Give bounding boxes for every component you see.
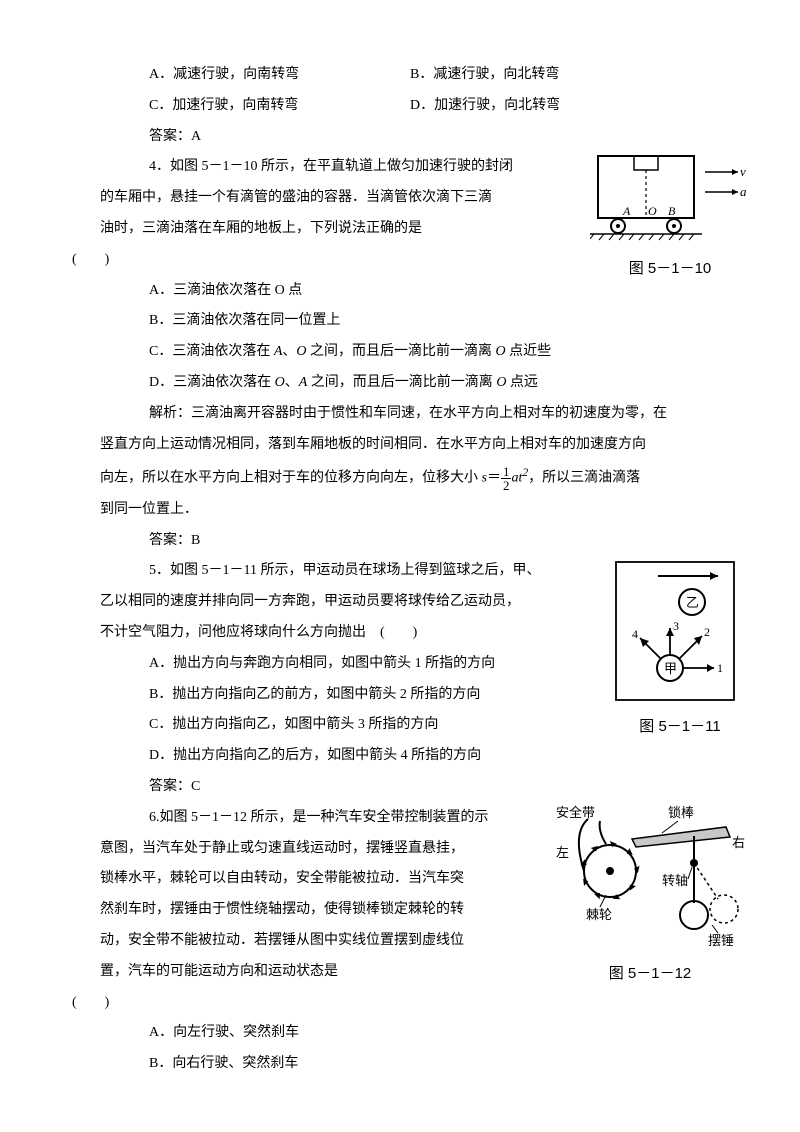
q4-opt-c: C．三滴油依次落在 A、O 之间，而且后一滴比前一滴离 O 点近些 [100,337,720,368]
q6-opt-b: B．向右行驶、突然刹车 [100,1049,720,1080]
prev-options-row2: C．加速行驶，向南转弯 D．加速行驶，向北转弯 [100,91,720,122]
q4-stem-line1: 4．如图 5－1－10 所示，在平直轨道上做匀加速行驶的封闭 [100,152,570,183]
svg-text:O: O [648,204,657,218]
svg-text:4: 4 [632,627,638,641]
q6-opt-a: A．向左行驶、突然刹车 [100,1018,720,1049]
q6-stem-line4: 然刹车时，摆锤由于惯性绕轴摆动，使得锁棒锁定棘轮的转 [100,895,520,926]
q6-stem-line5: 动，安全带不能被拉动．若摆锤从图中实线位置摆到虚线位 [100,926,520,957]
svg-text:棘轮: 棘轮 [586,907,612,922]
figure-5-1-11: 乙 甲 1 2 3 4 图 5－1－11 [610,556,750,743]
q4-explanation-l1: 解析：三滴油离开容器时由于惯性和车同速，在水平方向上相对车的初速度为零，在 [100,399,720,430]
q5-stem-line3: 不计空气阻力，问他应将球向什么方向抛出 ( ) [100,618,570,649]
svg-text:v: v [740,164,746,179]
svg-text:B: B [668,204,676,218]
q5-opt-b: B．抛出方向指向乙的前方，如图中箭头 2 所指的方向 [100,680,570,711]
q4-explanation-l4: 到同一位置上． [100,495,720,526]
players-diagram-icon: 乙 甲 1 2 3 4 [610,556,740,706]
q5-opt-a: A．抛出方向与奔跑方向相同，如图中箭头 1 所指的方向 [100,649,570,680]
question-5: 乙 甲 1 2 3 4 图 5－1－11 5．如图 5－1－11 所示，甲运动员… [100,556,720,802]
seatbelt-diagram-icon: 安全带 锁棒 左 右 棘轮 [550,803,750,953]
q5-opt-d: D．抛出方向指向乙的后方，如图中箭头 4 所指的方向 [100,741,720,772]
prev-opt-d: D．加速行驶，向北转弯 [410,91,720,122]
q4-explanation-l3: 向左，所以在水平方向上相对于车的位移方向向左，位移大小 s＝12at2，所以三滴… [100,460,720,494]
svg-text:3: 3 [673,619,679,633]
cart-diagram-icon: A O B v a [590,148,750,248]
figure-5-1-12: 安全带 锁棒 左 右 棘轮 [550,803,750,990]
q5-stem-line2: 乙以相同的速度并排向同一方奔跑，甲运动员要将球传给乙运动员， [100,587,570,618]
q4-answer: 答案：B [100,526,720,557]
question-4: A O B v a 图 5－1－10 4．如图 5 [100,152,720,556]
svg-text:2: 2 [704,625,710,639]
q4-opt-d: D．三滴油依次落在 O、A 之间，而且后一滴比前一滴离 O 点远 [100,368,720,399]
svg-text:乙: 乙 [686,595,699,610]
figure-5-1-12-caption: 图 5－1－12 [550,957,750,990]
prev-opt-c: C．加速行驶，向南转弯 [100,91,410,122]
q6-stem-line6: 置，汽车的可能运动方向和运动状态是 [100,957,520,988]
figure-5-1-10-caption: 图 5－1－10 [590,252,750,285]
svg-text:A: A [622,204,631,218]
figure-5-1-10: A O B v a 图 5－1－10 [590,148,750,285]
svg-text:a: a [740,184,747,199]
q6-stem-line1: 6.如图 5－1－12 所示，是一种汽车安全带控制装置的示 [100,803,520,834]
q5-stem-line1: 5．如图 5－1－11 所示，甲运动员在球场上得到篮球之后，甲、 [100,556,570,587]
q5-opt-c: C．抛出方向指向乙，如图中箭头 3 所指的方向 [100,710,570,741]
question-6: 安全带 锁棒 左 右 棘轮 [100,803,720,1080]
svg-text:转轴: 转轴 [662,873,688,888]
q6-stem-line2: 意图，当汽车处于静止或匀速直线运动时，摆锤竖直悬挂， [100,834,520,865]
svg-text:摆锤: 摆锤 [708,933,734,948]
q6-stem-line3: 锁棒水平，棘轮可以自由转动，安全带能被拉动．当汽车突 [100,864,520,895]
q4-stem-line2: 的车厢中，悬挂一个有滴管的盛油的容器．当滴管依次滴下三滴 [100,183,570,214]
svg-text:甲: 甲 [664,661,677,676]
svg-text:锁棒: 锁棒 [668,805,694,820]
svg-text:右: 右 [732,835,745,850]
figure-5-1-11-caption: 图 5－1－11 [610,710,750,743]
q4-stem-line3: 油时，三滴油落在车厢的地板上，下列说法正确的是 [100,214,570,245]
prev-opt-a: A．减速行驶，向南转弯 [100,60,410,91]
q5-answer: 答案：C [100,772,720,803]
svg-text:安全带: 安全带 [556,805,595,820]
svg-text:左: 左 [556,845,569,860]
svg-text:1: 1 [717,661,723,675]
q4-explanation-l2: 竖直方向上运动情况相同，落到车厢地板的时间相同．在水平方向上相对车的加速度方向 [100,430,720,461]
prev-options-row1: A．减速行驶，向南转弯 B．减速行驶，向北转弯 [100,60,720,91]
prev-opt-b: B．减速行驶，向北转弯 [410,60,720,91]
q6-bracket: ( ) [72,988,720,1019]
q4-opt-b: B．三滴油依次落在同一位置上 [100,306,720,337]
